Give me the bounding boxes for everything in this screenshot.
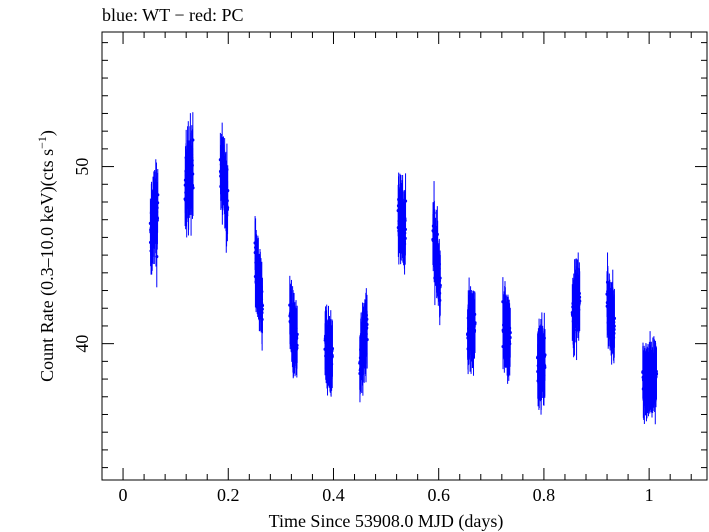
observation-cluster [501,277,512,384]
observation-cluster [253,216,265,351]
data-point [260,303,265,308]
observation-cluster [570,252,582,361]
data-point [508,331,512,335]
data-points [148,112,659,425]
plot-frame [101,31,708,481]
x-tick-label: 1 [645,485,654,505]
data-point [365,338,369,342]
data-point [191,138,195,142]
data-point [403,199,408,203]
y-axis-label: Count Rate (0.3–10.0 keV)(cts s−1) [35,130,58,382]
y-axis-label-close: ) [37,130,58,136]
y-tick-label: 40 [72,335,92,353]
observation-cluster [431,181,442,326]
observation-cluster [148,159,160,288]
data-point [330,347,335,351]
x-tick-label: 0.4 [322,485,345,505]
observation-cluster [536,312,547,415]
x-tick-label: 0.2 [217,485,240,505]
x-axis-label: Time Since 53908.0 MJD (days) [269,511,504,532]
observation-cluster [358,288,369,403]
observation-cluster [288,275,299,379]
data-point [473,321,477,325]
data-point [156,193,160,197]
data-point [543,353,547,357]
data-point [295,332,299,336]
y-axis-label-superscript: −1 [35,136,49,149]
observation-cluster [605,252,617,365]
observation-cluster [218,122,230,253]
observation-cluster [466,277,477,376]
data-point [191,186,195,190]
y-axis-label-main: Count Rate (0.3–10.0 keV)(cts s [37,149,58,382]
observation-cluster [641,331,659,425]
chart-title: blue: WT − red: PC [102,5,243,25]
data-point [403,227,407,232]
x-tick-label: 0 [119,485,128,505]
data-point [438,283,442,287]
observation-cluster [183,112,195,238]
data-point [226,188,230,193]
axis-tick-labels: 0 0.2 0.4 0.6 0.8 1 40 50 [72,158,654,505]
observation-cluster [396,172,408,275]
data-point [155,255,159,259]
y-tick-label: 50 [72,158,92,176]
data-point [654,372,659,376]
observation-cluster [323,304,335,397]
axis-ticks [101,32,707,480]
x-tick-label: 0.6 [427,485,450,505]
data-point [578,299,582,303]
data-point [612,316,617,320]
x-tick-label: 0.8 [533,485,556,505]
